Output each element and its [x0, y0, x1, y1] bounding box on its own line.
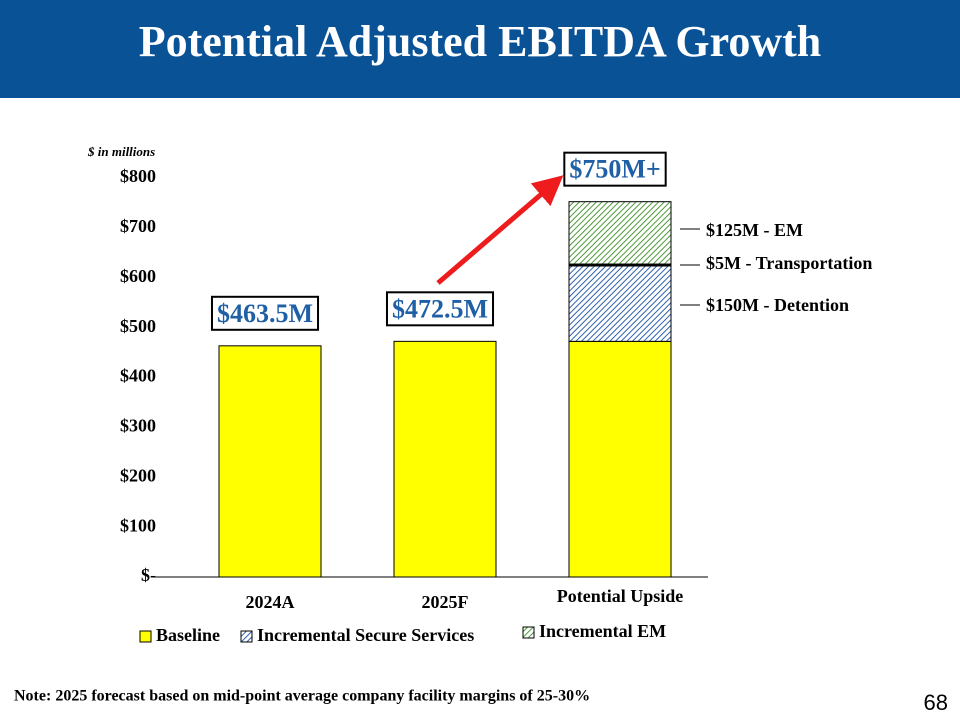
callout-label: $472.5M	[392, 294, 488, 323]
y-tick-label: $-	[141, 565, 156, 585]
legend-label: Incremental EM	[539, 621, 666, 641]
y-tick-label: $200	[120, 465, 156, 485]
callout: $750M+	[563, 151, 667, 187]
y-tick-label: $500	[120, 316, 156, 336]
y-axis-label: $ in millions	[87, 144, 155, 159]
callout-box	[210, 295, 320, 331]
segment-annotation: $150M - Detention	[706, 295, 849, 315]
bar-segment	[568, 340, 672, 578]
y-tick-label: $800	[120, 166, 156, 186]
y-tick-label: $100	[120, 515, 156, 535]
callout: $463.5M	[210, 295, 320, 331]
legend-label: Incremental Secure Services	[257, 625, 474, 645]
bar-segment	[393, 340, 497, 578]
x-tick-label: 2024A	[246, 592, 295, 612]
bar-segment	[568, 201, 672, 265]
y-tick-label: $300	[120, 416, 156, 436]
header-band	[0, 0, 960, 98]
y-tick-label: $700	[120, 216, 156, 236]
slide-title: Potential Adjusted EBITDA Growth	[139, 17, 822, 66]
bar-segment	[568, 263, 672, 342]
y-tick-label: $600	[120, 266, 156, 286]
callout-label: $463.5M	[217, 299, 313, 328]
legend-swatch	[240, 630, 253, 643]
callout: $472.5M	[385, 291, 495, 327]
callout-box	[385, 291, 495, 327]
growth-arrow	[436, 175, 564, 285]
x-tick-label: 2025F	[422, 592, 469, 612]
callout-label: $750M+	[569, 155, 660, 184]
bar-segment	[218, 345, 322, 578]
callout-box	[563, 151, 667, 187]
segment-annotation: $5M - Transportation	[706, 253, 872, 273]
legend-swatch	[522, 626, 535, 639]
x-tick-label: Potential Upside	[557, 586, 684, 606]
legend-swatch	[139, 630, 152, 643]
y-tick-label: $400	[120, 366, 156, 386]
footnote: Note: 2025 forecast based on mid-point a…	[14, 688, 590, 705]
segment-annotation: $125M - EM	[706, 220, 803, 240]
legend-label: Baseline	[156, 625, 220, 645]
page-number: 68	[924, 690, 948, 715]
